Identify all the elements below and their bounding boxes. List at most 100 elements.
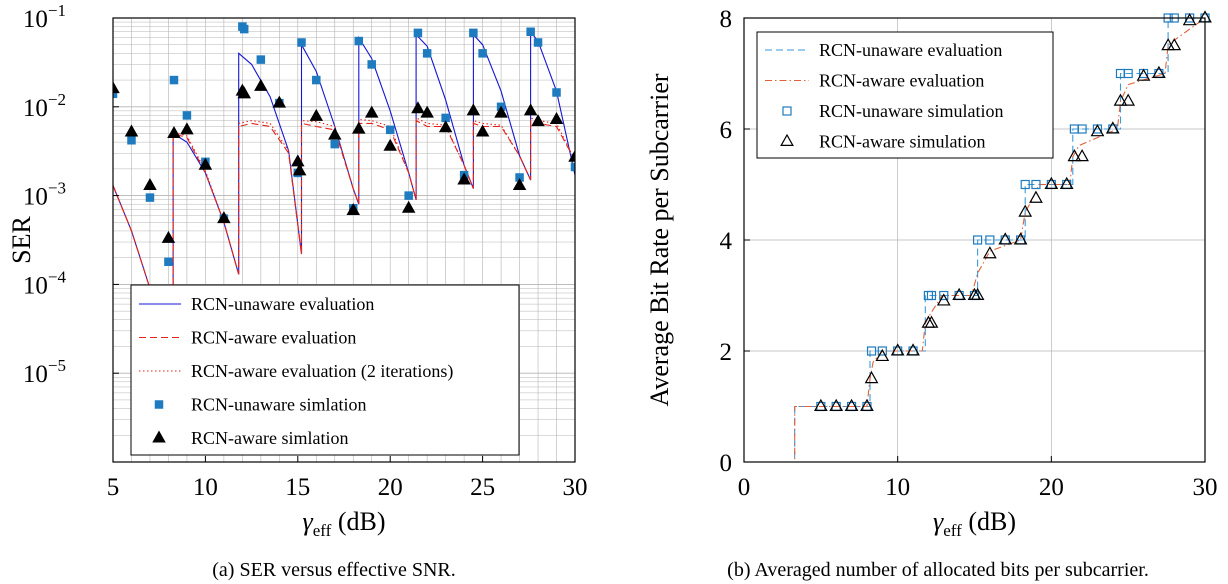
panel-b-aware-sim-point: [864, 371, 879, 384]
panel-b-aware-sim-point: [1075, 149, 1089, 162]
panel-b-y-tick-label: 0: [720, 450, 733, 477]
panel-a-aware-sim-point: [494, 105, 508, 118]
panel-b-aware-sim-point: [829, 398, 844, 411]
panel-b-y-tick-label: 6: [720, 117, 733, 144]
panel-b-aware-sim-point: [875, 348, 890, 362]
panel-b-plot-frame: [743, 17, 1206, 463]
panel-a-series-line: [113, 30, 575, 374]
panel-b-y-axis-label: Average Bit Rate per Subcarrier: [645, 73, 674, 406]
panel-b-aware-sim-point: [860, 398, 874, 411]
panel-b-aware-sim-point: [970, 287, 985, 300]
panel-a-y-tick-label: 10−4: [23, 267, 67, 299]
panel-b-aware-sim-point: [1013, 232, 1028, 245]
panel-b-unaware-sim-point: [1031, 179, 1041, 190]
panel-a-aware-sim-point: [411, 101, 425, 114]
panel-a-markers: [113, 22, 575, 266]
panel-b-x-axis-unit: (dB): [962, 507, 1016, 536]
panel-a-unaware-sim-point: [552, 88, 561, 97]
panel-b-legend-marker: [782, 106, 792, 116]
panel-b-ticks: 0 10 20 30 0 2 4 6 8: [720, 6, 1218, 501]
panel-b-aware-sim-point: [1044, 176, 1059, 189]
panel-b-aware-sim-point: [1018, 204, 1033, 217]
panel-a-aware-sim-point: [568, 149, 575, 162]
panel-a-x-axis-unit: (dB): [331, 507, 385, 536]
panel-a-unaware-sim-point: [413, 28, 423, 38]
panel-b-legend-label: RCN-aware simulation: [819, 132, 985, 152]
panel-a-plot-frame: [112, 17, 576, 463]
panel-a-aware-sim-point: [291, 154, 305, 167]
panel-b-caption: (b) Averaged number of allocated bits pe…: [727, 559, 1149, 581]
panel-b-aware-sim-point: [1029, 190, 1043, 203]
panel-a-aware-sim-point: [523, 103, 538, 116]
panel-b-unaware-sim-point: [1123, 68, 1133, 79]
panel-a-legend-marker: [152, 430, 166, 443]
panel-a-aware-sim-point: [328, 127, 342, 140]
panel-b-x-axis-subscript: eff: [943, 521, 962, 540]
panel-a-series-line: [113, 119, 575, 374]
panel-a-y-tick-label: 10−5: [23, 356, 66, 388]
panel-a-unaware-sim-point: [239, 24, 249, 34]
panel-a-legend-label: RCN-unaware simlation: [191, 395, 366, 415]
panel-a-y-axis-label: SER: [7, 216, 36, 264]
panel-b-aware-sim-point: [924, 315, 939, 328]
panel-a-markers: [113, 78, 575, 243]
panel-b-aware-sim-point: [1167, 38, 1182, 51]
panel-a-aware-sim-point: [352, 121, 366, 134]
panel-b-aware-sim-point: [1136, 68, 1151, 81]
panel-b-legend-label: RCN-unaware evaluation: [819, 40, 1002, 60]
panel-a-aware-sim-point: [438, 120, 453, 133]
panel-a-y-tick-label: 10−2: [23, 90, 66, 122]
panel-a-aware-sim-point: [401, 200, 416, 213]
panel-b-y-tick-label: 2: [720, 339, 733, 366]
panel-a-aware-sim-point: [124, 124, 139, 137]
panel-a-aware-sim-point: [475, 124, 490, 137]
panel-a-unaware-sim-point: [127, 136, 136, 145]
panel-b-unaware-sim-point: [1020, 179, 1030, 190]
panel-b-x-tick-label: 10: [885, 474, 910, 501]
panel-b-aware-sim-point: [906, 343, 920, 356]
panel-a-unaware-sim-point: [385, 125, 395, 135]
panel-a-aware-sim-point: [167, 126, 181, 139]
panel-a-aware-sim-point: [512, 177, 527, 190]
panel-a-x-axis-symbol: γ: [303, 507, 314, 536]
panel-a-unaware-sim-point: [515, 173, 524, 182]
panel-b-aware-sim-point: [1105, 121, 1120, 134]
panel-a-aware-sim-point: [272, 95, 287, 108]
panel-a-ser-chart: 5 10 15 20 25 30 10−1 10−2 10−3 10−4 10−5 RCN-unaw…: [7, 1, 588, 581]
panel-a-aware-sim-point: [383, 138, 397, 151]
panel-b-y-tick-label: 4: [720, 228, 733, 255]
panel-a-unaware-sim-point: [169, 75, 179, 85]
panel-b-aware-sim-point: [844, 398, 859, 411]
panel-a-y-tick-label: 10−3: [23, 179, 66, 211]
panel-a-x-tick-label: 25: [470, 474, 495, 501]
panel-b-legend-label: RCN-unaware simulation: [819, 101, 1003, 121]
panel-a-aware-sim-point: [161, 230, 176, 243]
panel-a-series: [113, 22, 575, 374]
panel-a-unaware-sim-point: [478, 49, 487, 58]
panel-a-aware-sim-point: [113, 81, 120, 94]
panel-a-x-tick-label: 20: [378, 474, 403, 501]
panel-b-unaware-sim-point: [972, 235, 983, 245]
panel-b-legend-marker: [780, 133, 794, 146]
panel-a-aware-sim-point: [420, 105, 434, 118]
panel-b-legend: RCN-unaware evaluation RCN-aware evaluati…: [756, 31, 1054, 159]
panel-a-aware-sim-point: [254, 78, 268, 91]
panel-a-unaware-sim-point: [404, 191, 413, 200]
panel-a-unaware-sim-point: [367, 60, 376, 69]
panel-a-unaware-sim-point: [297, 38, 306, 47]
panel-a-legend-box: [130, 284, 520, 456]
panel-b-aware-sim-point: [1121, 93, 1136, 106]
panel-a-unaware-sim-point: [570, 162, 575, 172]
panel-b-x-tick-label: 0: [738, 474, 751, 501]
panel-a-unaware-sim-point: [422, 49, 432, 58]
panel-a-unaware-sim-point: [256, 55, 266, 64]
panel-b-aware-sim-point: [1152, 65, 1166, 79]
panel-a-aware-sim-point: [549, 111, 564, 124]
panel-a-series-line: [113, 117, 575, 374]
panel-a-caption: (a) SER versus effective SNR.: [212, 559, 455, 581]
panel-a-unaware-sim-point: [469, 28, 478, 38]
panel-a-legend-label: RCN-unaware evaluation: [191, 294, 374, 314]
panel-a-unaware-sim-point: [182, 111, 192, 120]
panel-b-unaware-sim-point: [877, 346, 887, 356]
